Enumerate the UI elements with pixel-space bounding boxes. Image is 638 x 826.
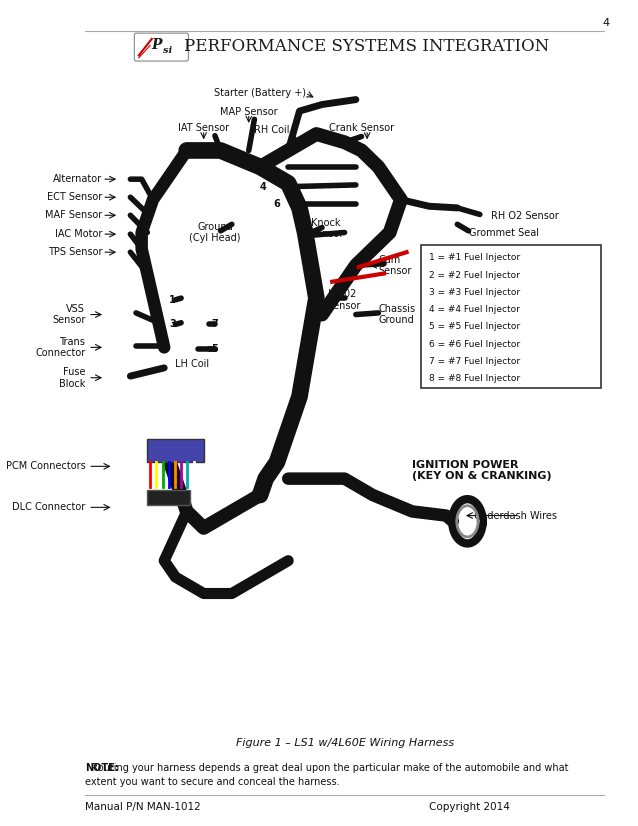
Text: Underdash Wires: Underdash Wires: [474, 510, 557, 520]
Text: Ground
(Cyl Head): Ground (Cyl Head): [189, 221, 241, 244]
Text: 3 = #3 Fuel Injector: 3 = #3 Fuel Injector: [429, 288, 520, 297]
Text: 2: 2: [246, 162, 252, 172]
Bar: [147, 439, 204, 463]
Text: IAC Motor: IAC Motor: [55, 229, 102, 240]
Text: Chassis
Ground: Chassis Ground: [378, 304, 415, 325]
Text: PERFORMANCE SYSTEMS INTEGRATION: PERFORMANCE SYSTEMS INTEGRATION: [184, 38, 550, 55]
Text: 1: 1: [169, 295, 176, 305]
Text: Copyright 2014: Copyright 2014: [429, 802, 510, 812]
Text: Routing your harness depends a great deal upon the particular make of the automo: Routing your harness depends a great dea…: [85, 763, 569, 786]
Text: 3: 3: [169, 320, 176, 330]
Text: 6 = #6 Fuel Injector: 6 = #6 Fuel Injector: [429, 339, 520, 349]
Text: RH Coil: RH Coil: [253, 125, 289, 135]
Text: TPS Sensor: TPS Sensor: [48, 247, 102, 257]
Text: 7: 7: [212, 320, 218, 330]
Bar: [420, 244, 601, 388]
Text: MAF Sensor: MAF Sensor: [45, 211, 102, 221]
Text: ECT Sensor: ECT Sensor: [47, 192, 102, 202]
Text: 8: 8: [299, 231, 306, 241]
Text: MAP Sensor: MAP Sensor: [220, 107, 278, 117]
Text: Manual P/N MAN-1012: Manual P/N MAN-1012: [85, 802, 201, 812]
Text: Trans
Connector: Trans Connector: [35, 336, 85, 358]
Text: NOTE:: NOTE:: [85, 763, 119, 773]
Text: P: P: [152, 39, 162, 52]
Text: 5: 5: [212, 344, 218, 354]
Text: Alternator: Alternator: [53, 174, 102, 184]
Text: 6: 6: [274, 199, 280, 209]
Text: 5 = #5 Fuel Injector: 5 = #5 Fuel Injector: [429, 322, 520, 331]
Text: Dash Section: Dash Section: [446, 277, 528, 287]
Bar: [147, 490, 189, 505]
FancyBboxPatch shape: [135, 33, 188, 61]
Text: Starter (Battery +): Starter (Battery +): [214, 88, 306, 98]
Text: IGNITION POWER
(KEY ON & CRANKING): IGNITION POWER (KEY ON & CRANKING): [412, 459, 552, 482]
Text: 4: 4: [602, 18, 609, 28]
Text: si: si: [163, 46, 172, 55]
Text: 7 = #7 Fuel Injector: 7 = #7 Fuel Injector: [429, 357, 520, 366]
Text: LH 02
Sensor: LH 02 Sensor: [328, 289, 361, 311]
Text: Knock
Sensor: Knock Sensor: [311, 217, 344, 240]
Text: 2 = #2 Fuel Injector: 2 = #2 Fuel Injector: [429, 271, 520, 280]
Text: Fuse
Block: Fuse Block: [59, 367, 85, 388]
Text: Engine Section: Engine Section: [446, 252, 539, 262]
Text: RH O2 Sensor: RH O2 Sensor: [491, 211, 559, 221]
Text: Figure 1 – LS1 w/4L60E Wiring Harness: Figure 1 – LS1 w/4L60E Wiring Harness: [235, 738, 454, 748]
Text: PCM Connectors: PCM Connectors: [6, 462, 85, 472]
Text: 1 = #1 Fuel Injector: 1 = #1 Fuel Injector: [429, 254, 520, 263]
Text: 4: 4: [260, 183, 266, 192]
Text: Crank Sensor: Crank Sensor: [329, 123, 394, 133]
Text: Cam
Sensor: Cam Sensor: [378, 254, 412, 276]
Text: 8 = #8 Fuel Injector: 8 = #8 Fuel Injector: [429, 374, 520, 383]
Text: Grommet Seal: Grommet Seal: [468, 227, 538, 238]
Text: LH Coil: LH Coil: [175, 358, 209, 368]
Text: DLC Connector: DLC Connector: [12, 502, 85, 512]
Text: VSS
Sensor: VSS Sensor: [52, 304, 85, 325]
Text: IAT Sensor: IAT Sensor: [178, 123, 229, 133]
Text: 4 = #4 Fuel Injector: 4 = #4 Fuel Injector: [429, 305, 520, 314]
